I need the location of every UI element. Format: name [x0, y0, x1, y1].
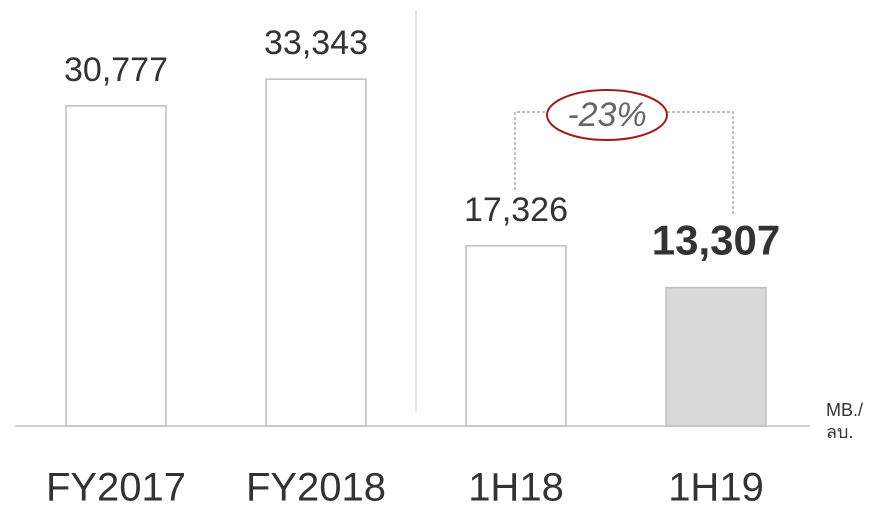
value-label: 13,307	[652, 217, 780, 264]
x-tick-label: FY2018	[246, 466, 386, 510]
value-label: 17,326	[464, 191, 568, 229]
unit-label: MB./	[826, 400, 863, 420]
x-tick-label: FY2017	[46, 466, 186, 510]
bar	[665, 286, 767, 427]
value-label: 33,343	[264, 24, 368, 62]
bar	[265, 78, 367, 427]
x-tick-label: 1H19	[668, 466, 764, 510]
bar	[65, 105, 167, 427]
unit-label: ลบ.	[826, 422, 853, 442]
bar	[465, 245, 567, 427]
x-tick-label: 1H18	[468, 466, 564, 510]
change-ellipse	[546, 89, 668, 141]
value-label: 30,777	[64, 51, 168, 89]
change-label: -23%	[567, 96, 646, 134]
